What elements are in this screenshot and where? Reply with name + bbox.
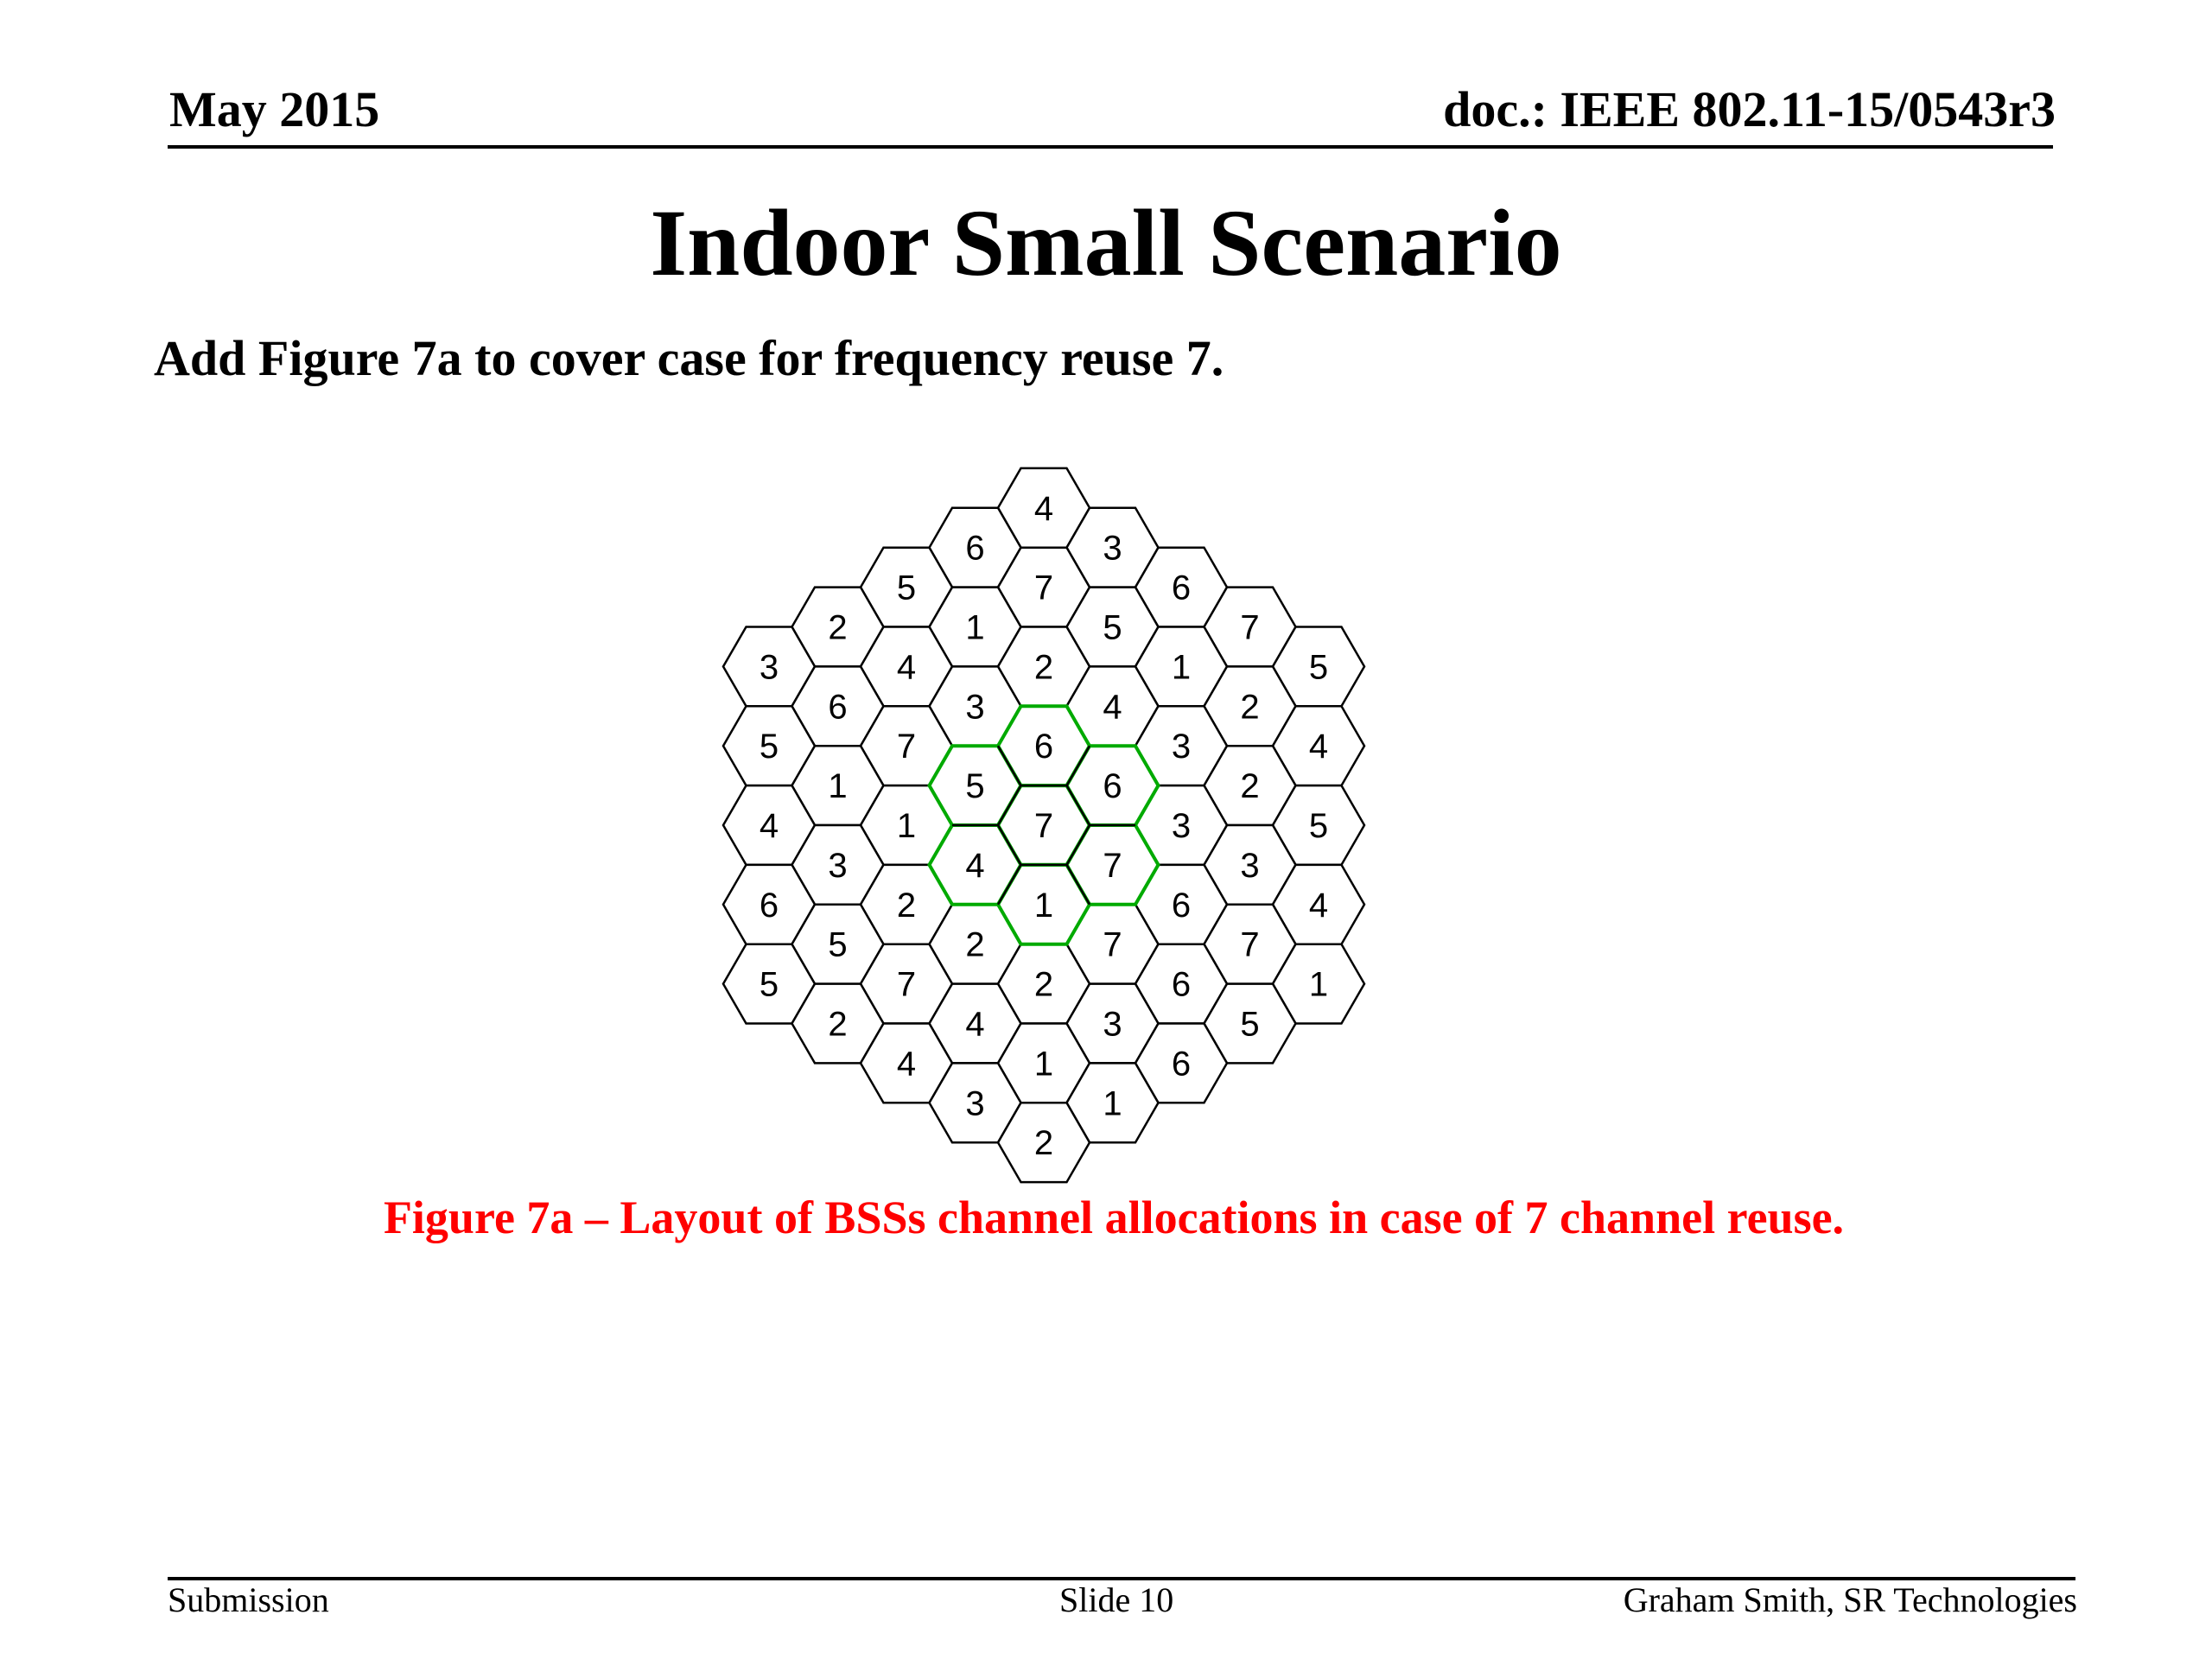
hex-cell-channel-label: 7 (897, 966, 916, 1004)
hex-cell-channel-label: 4 (760, 807, 779, 845)
hex-cell-channel-label: 1 (828, 767, 847, 805)
hex-cell: 6 (1134, 546, 1229, 628)
footer-author: Graham Smith, SR Technologies (1623, 1580, 2077, 1619)
hex-cell: 4 (996, 467, 1091, 549)
hex-cell-channel-label: 5 (897, 569, 916, 607)
slide-subtitle: Add Figure 7a to cover case for frequenc… (154, 330, 1224, 386)
header-divider (168, 145, 2053, 149)
hex-cell-channel-label: 4 (897, 648, 916, 686)
hex-cell-channel-label: 5 (1309, 648, 1328, 686)
hex-cell-channel-label: 1 (1034, 887, 1053, 925)
hex-cell-outline (996, 1102, 1091, 1184)
footer-submission: Submission (168, 1580, 329, 1619)
hex-cell: 3 (928, 1062, 1022, 1144)
hex-cell: 7 (859, 705, 954, 787)
hex-cell: 4 (928, 982, 1022, 1065)
hex-cell: 4 (721, 784, 817, 867)
hex-cell: 2 (996, 1102, 1091, 1184)
hex-cell: 5 (721, 705, 817, 787)
hex-cell-channel-label: 3 (965, 1084, 984, 1122)
hex-cell-channel-label: 2 (1034, 648, 1053, 686)
hex-cell-channel-label: 7 (1034, 569, 1053, 607)
hex-cell-channel-label: 2 (828, 609, 847, 647)
hex-cell: 6 (1134, 1022, 1229, 1104)
hex-cell-channel-label: 3 (965, 688, 984, 726)
hex-cell-channel-label: 2 (1034, 966, 1053, 1004)
hex-cell-channel-label: 3 (1103, 1006, 1122, 1044)
hex-cell-channel-label: 2 (965, 926, 984, 964)
hex-cell-channel-label: 4 (1103, 688, 1122, 726)
hex-cell-channel-label: 7 (1103, 926, 1122, 964)
figure-caption: Figure 7a – Layout of BSSs channel alloc… (383, 1192, 1845, 1243)
hex-cell-channel-label: 7 (1103, 847, 1122, 885)
hex-cell: 5 (1203, 982, 1297, 1065)
hex-cell-channel-label: 1 (897, 807, 916, 845)
hex-cell: 5 (791, 903, 885, 985)
hex-cell-channel-label: 7 (1240, 609, 1259, 647)
hex-cell: 4 (1271, 705, 1366, 787)
cluster-inner-edge (1065, 864, 1091, 906)
hex-cell-channel-label: 5 (828, 926, 847, 964)
hex-cell-channel-label: 7 (897, 728, 916, 766)
hex-cell-channel-label: 2 (1240, 688, 1259, 726)
hex-cell-channel-label: 5 (760, 966, 779, 1004)
hex-cell: 4 (859, 1022, 954, 1104)
hex-cell-channel-label: 6 (1172, 1045, 1191, 1083)
header-date: May 2015 (169, 81, 380, 137)
hex-cell-channel-label: 6 (1172, 887, 1191, 925)
hex-cell-channel-label: 4 (965, 1006, 984, 1044)
hex-cell-channel-label: 6 (1172, 966, 1191, 1004)
hex-cell: 2 (928, 903, 1022, 985)
hex-cell-channel-label: 5 (760, 728, 779, 766)
hex-cell-channel-label: 2 (897, 887, 916, 925)
hex-cell-channel-label: 5 (965, 767, 984, 805)
hex-cell-channel-label: 6 (828, 688, 847, 726)
hex-cell-channel-label: 6 (760, 887, 779, 925)
hex-cell-channel-label: 4 (965, 847, 984, 885)
hex-cell: 1 (1134, 626, 1229, 708)
hex-cell-channel-label: 1 (1034, 1045, 1053, 1083)
hex-cell-channel-label: 7 (1240, 926, 1259, 964)
hex-cell-channel-label: 3 (828, 847, 847, 885)
hex-cell-channel-label: 4 (1034, 490, 1053, 528)
hex-cell: 6 (721, 863, 817, 945)
hex-cell-channel-label: 7 (1034, 807, 1053, 845)
hex-cell-channel-label: 2 (1240, 767, 1259, 805)
cluster-inner-edge (1065, 745, 1091, 786)
hex-cell-channel-label: 1 (1309, 966, 1328, 1004)
hex-cell-channel-label: 2 (828, 1006, 847, 1044)
hex-cell-channel-label: 3 (1103, 530, 1122, 568)
hex-cell-channel-label: 2 (1034, 1124, 1053, 1162)
hex-cell-channel-label: 6 (965, 530, 984, 568)
hex-cell: 6 (1134, 943, 1229, 1025)
hex-cell-channel-label: 1 (1103, 1084, 1122, 1122)
slide-title: Indoor Small Scenario (650, 190, 1562, 296)
hex-cell-channel-label: 4 (1309, 728, 1328, 766)
hex-cell-channel-label: 1 (1172, 648, 1191, 686)
hex-cell-channel-label: 5 (1309, 807, 1328, 845)
hex-cell-channel-label: 4 (897, 1045, 916, 1083)
cluster-inner-edge (996, 864, 1022, 906)
hex-cell-channel-label: 3 (1172, 807, 1191, 845)
hex-cell-channel-label: 6 (1103, 767, 1122, 805)
hex-cell: 7 (996, 546, 1091, 628)
footer-divider (168, 1577, 2075, 1580)
footer-slide-number: Slide 10 (1059, 1580, 1174, 1619)
hex-cell-channel-label: 5 (1240, 1006, 1259, 1044)
hex-cell-channel-label: 3 (1240, 847, 1259, 885)
header-doc-id: doc.: IEEE 802.11-15/0543r3 (1443, 81, 2056, 137)
hex-cell-channel-label: 6 (1034, 728, 1053, 766)
hex-cell-channel-label: 5 (1103, 609, 1122, 647)
hex-cell-channel-label: 3 (760, 648, 779, 686)
hex-cell-channel-label: 4 (1309, 887, 1328, 925)
cluster-inner-edge (996, 745, 1022, 786)
hex-cell-channel-label: 3 (1172, 728, 1191, 766)
hex-cell-channel-label: 1 (965, 609, 984, 647)
hex-cell-channel-label: 6 (1172, 569, 1191, 607)
